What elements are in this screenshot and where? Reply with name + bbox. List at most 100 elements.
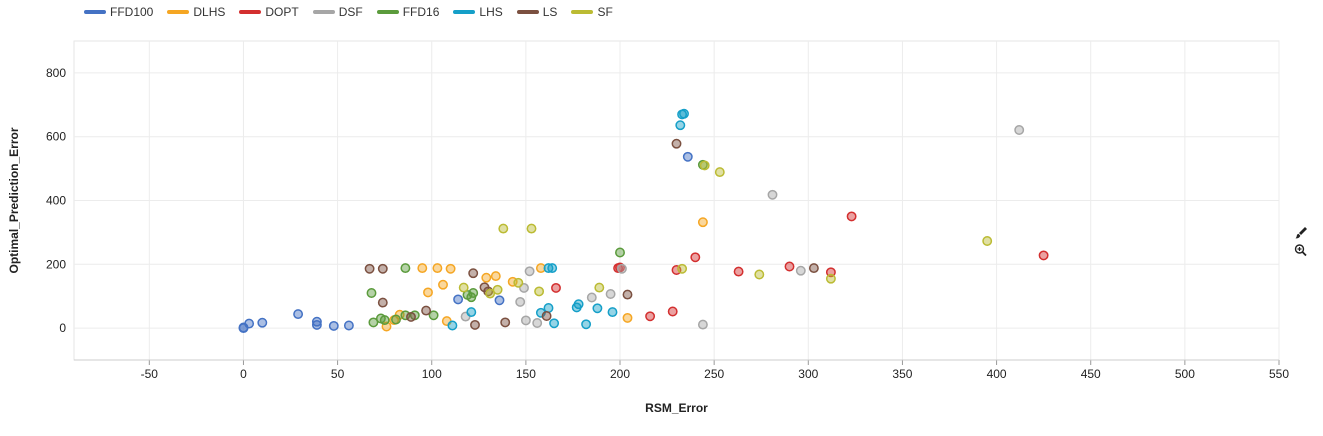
data-point[interactable] bbox=[343, 320, 354, 331]
data-point[interactable] bbox=[667, 306, 678, 317]
data-point[interactable] bbox=[982, 236, 993, 246]
data-point[interactable] bbox=[675, 120, 686, 131]
data-point[interactable] bbox=[377, 297, 388, 308]
data-point[interactable] bbox=[498, 223, 509, 234]
data-point[interactable] bbox=[417, 263, 428, 274]
data-point[interactable] bbox=[481, 272, 492, 283]
x-tick-label: -50 bbox=[141, 367, 159, 381]
legend-item-ffd100[interactable]: FFD100 bbox=[84, 5, 153, 19]
legend-item-dsf[interactable]: DSF bbox=[312, 5, 363, 19]
series-dsf bbox=[460, 125, 1025, 330]
brush-icon[interactable] bbox=[1293, 226, 1309, 240]
data-point[interactable] bbox=[311, 316, 322, 327]
data-point[interactable] bbox=[391, 314, 401, 325]
data-point[interactable] bbox=[697, 319, 708, 330]
data-point[interactable] bbox=[549, 318, 560, 329]
data-point[interactable] bbox=[767, 189, 778, 200]
data-point[interactable] bbox=[541, 311, 552, 321]
data-point[interactable] bbox=[468, 268, 479, 279]
legend-item-sf[interactable]: SF bbox=[571, 5, 613, 19]
data-point[interactable] bbox=[500, 317, 511, 328]
data-point[interactable] bbox=[423, 287, 433, 298]
data-point[interactable] bbox=[615, 247, 625, 258]
data-point[interactable] bbox=[543, 303, 554, 313]
data-point[interactable] bbox=[244, 318, 255, 329]
data-point[interactable] bbox=[586, 292, 597, 303]
data-point[interactable] bbox=[366, 288, 377, 298]
data-point[interactable] bbox=[515, 296, 526, 307]
legend-item-dopt[interactable]: DOPT bbox=[239, 5, 299, 19]
zoom-in-icon[interactable] bbox=[1293, 243, 1309, 257]
data-point[interactable] bbox=[616, 263, 627, 274]
data-point[interactable] bbox=[690, 252, 701, 263]
data-point[interactable] bbox=[573, 299, 584, 310]
data-point[interactable] bbox=[526, 223, 537, 234]
data-point[interactable] bbox=[470, 319, 480, 330]
data-point[interactable] bbox=[368, 317, 379, 328]
legend-item-dlhs[interactable]: DLHS bbox=[167, 5, 225, 19]
data-point[interactable] bbox=[699, 160, 710, 171]
data-point[interactable] bbox=[1014, 125, 1025, 135]
data-point[interactable] bbox=[594, 282, 605, 293]
data-point[interactable] bbox=[438, 279, 448, 290]
data-point[interactable] bbox=[534, 286, 545, 297]
data-point[interactable] bbox=[468, 288, 479, 298]
data-point[interactable] bbox=[784, 261, 795, 272]
data-point[interactable] bbox=[379, 315, 390, 326]
data-point[interactable] bbox=[547, 263, 558, 274]
data-point[interactable] bbox=[453, 294, 464, 305]
data-point[interactable] bbox=[1038, 250, 1049, 261]
data-point[interactable] bbox=[671, 138, 682, 149]
legend-label: FFD16 bbox=[402, 5, 440, 19]
data-point[interactable] bbox=[257, 317, 268, 328]
data-point[interactable] bbox=[622, 312, 633, 323]
data-point[interactable] bbox=[622, 289, 633, 300]
legend-item-ffd16[interactable]: FFD16 bbox=[376, 5, 440, 19]
data-point[interactable] bbox=[400, 263, 411, 274]
legend-item-ls[interactable]: LS bbox=[516, 5, 557, 19]
data-point[interactable] bbox=[697, 217, 708, 228]
data-point[interactable] bbox=[466, 307, 477, 318]
data-point[interactable] bbox=[714, 167, 725, 178]
data-point[interactable] bbox=[795, 265, 806, 276]
data-point[interactable] bbox=[432, 263, 443, 274]
data-point[interactable] bbox=[421, 305, 432, 316]
data-point[interactable] bbox=[364, 263, 375, 274]
data-point[interactable] bbox=[605, 289, 616, 299]
data-point[interactable] bbox=[406, 311, 416, 322]
data-point[interactable] bbox=[458, 282, 469, 293]
data-point[interactable] bbox=[733, 266, 744, 277]
data-point[interactable] bbox=[682, 151, 693, 162]
data-point[interactable] bbox=[447, 320, 458, 331]
data-point[interactable] bbox=[311, 319, 322, 330]
x-tick-label: 100 bbox=[422, 367, 442, 381]
data-point[interactable] bbox=[645, 311, 656, 322]
data-point[interactable] bbox=[524, 266, 535, 277]
legend-item-lhs[interactable]: LHS bbox=[453, 5, 503, 19]
data-point[interactable] bbox=[754, 269, 765, 280]
data-point[interactable] bbox=[428, 310, 439, 321]
data-point[interactable] bbox=[532, 318, 543, 328]
legend-swatch bbox=[376, 10, 399, 14]
data-point[interactable] bbox=[825, 273, 836, 284]
data-point[interactable] bbox=[607, 307, 618, 318]
data-point[interactable] bbox=[513, 277, 524, 288]
data-point[interactable] bbox=[846, 211, 857, 222]
data-point[interactable] bbox=[551, 282, 561, 293]
data-point[interactable] bbox=[490, 271, 501, 282]
data-point[interactable] bbox=[293, 309, 304, 320]
data-point[interactable] bbox=[377, 263, 388, 274]
data-point[interactable] bbox=[492, 284, 503, 295]
data-point[interactable] bbox=[592, 303, 603, 314]
data-point[interactable] bbox=[581, 319, 592, 330]
data-point[interactable] bbox=[535, 263, 546, 274]
data-point[interactable] bbox=[494, 295, 505, 306]
data-point[interactable] bbox=[677, 263, 688, 274]
data-point[interactable] bbox=[520, 315, 531, 326]
data-point[interactable] bbox=[328, 320, 339, 331]
data-point[interactable] bbox=[679, 108, 689, 119]
data-point[interactable] bbox=[445, 263, 456, 274]
data-point[interactable] bbox=[485, 288, 496, 299]
data-point[interactable] bbox=[808, 263, 819, 274]
